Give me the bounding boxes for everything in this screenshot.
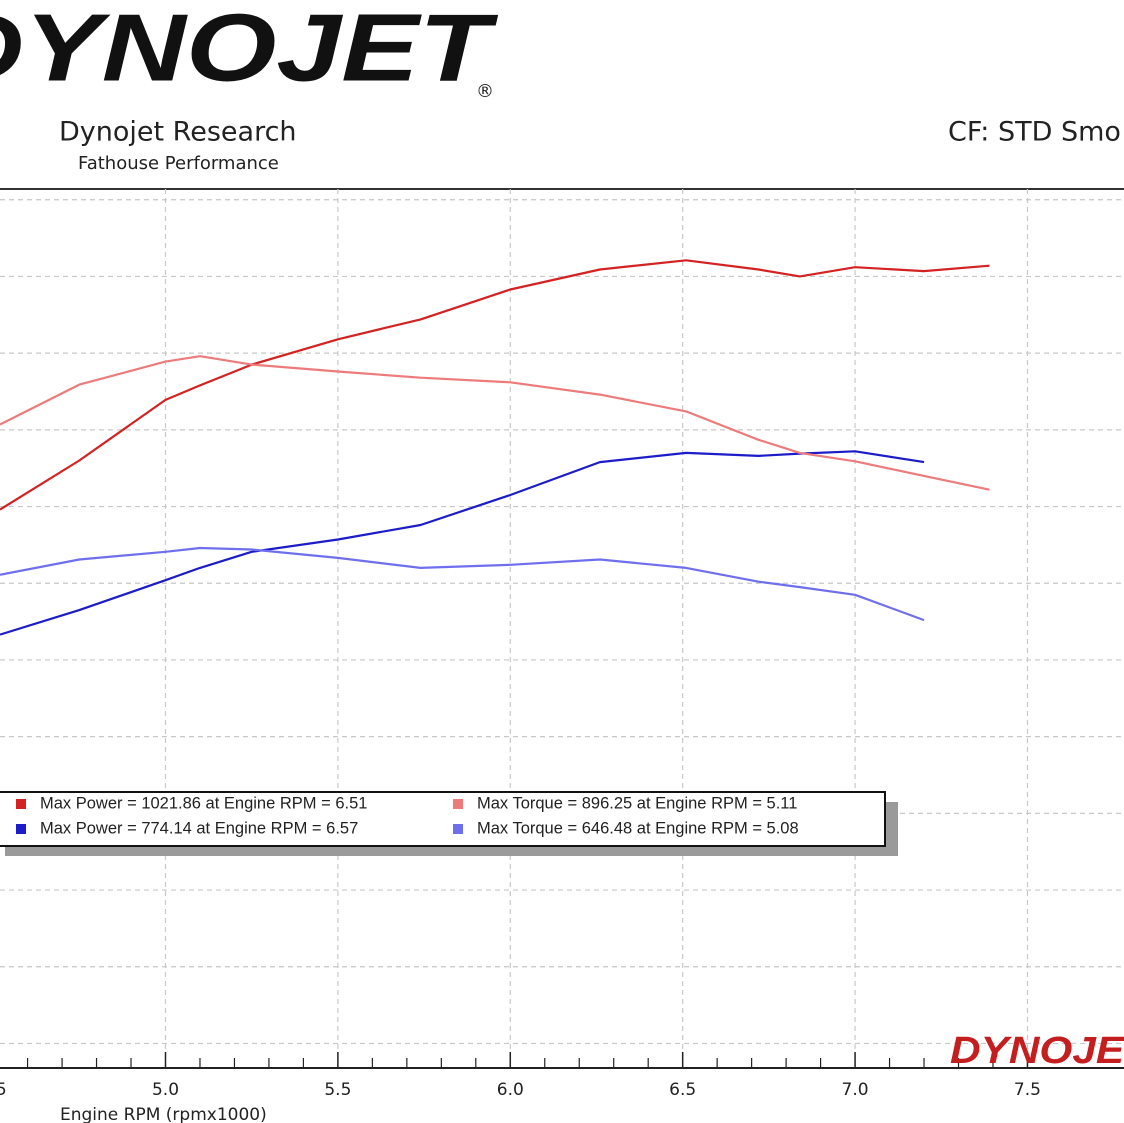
x-tick-label: 7.5 (1014, 1080, 1041, 1100)
company: Dynojet Research (59, 117, 297, 148)
series-line (0, 450, 925, 636)
legend (0, 791, 886, 847)
x-axis-label: Engine RPM (rpmx1000) (60, 1105, 267, 1123)
legend-swatch (16, 799, 26, 809)
series-line (0, 355, 990, 491)
logo: DYNOJET (0, 0, 499, 101)
legend-label: Max Power = 774.14 at Engine RPM = 6.57 (40, 819, 358, 837)
watermark: DYNOJET (950, 1030, 1124, 1072)
x-tick-label: 5.5 (324, 1080, 351, 1100)
series-line (0, 546, 925, 622)
x-tick-label: 5.0 (152, 1080, 179, 1100)
legend-swatch (453, 824, 463, 834)
shop: Fathouse Performance (78, 153, 279, 174)
x-tick-label: 4.5 (0, 1080, 7, 1100)
x-tick-label: 6.5 (669, 1080, 696, 1100)
legend-label: Max Torque = 646.48 at Engine RPM = 5.08 (477, 819, 799, 837)
x-tick-label: 6.0 (497, 1080, 524, 1100)
legend-entries: Max Power = 1021.86 at Engine RPM = 6.51… (16, 794, 799, 837)
legend-label: Max Power = 1021.86 at Engine RPM = 6.51 (40, 794, 367, 812)
x-tick-label: 7.0 (842, 1080, 869, 1100)
legend-swatch (16, 824, 26, 834)
legend-swatch (453, 799, 463, 809)
registered-mark: ® (476, 81, 494, 102)
legend-label: Max Torque = 896.25 at Engine RPM = 5.11 (477, 794, 797, 812)
series-line (0, 259, 990, 511)
correction: CF: STD Smo (948, 117, 1121, 148)
plot: 4.5 5.0 5.5 6.0 6.5 7.0 7.5 (0, 189, 1124, 1100)
